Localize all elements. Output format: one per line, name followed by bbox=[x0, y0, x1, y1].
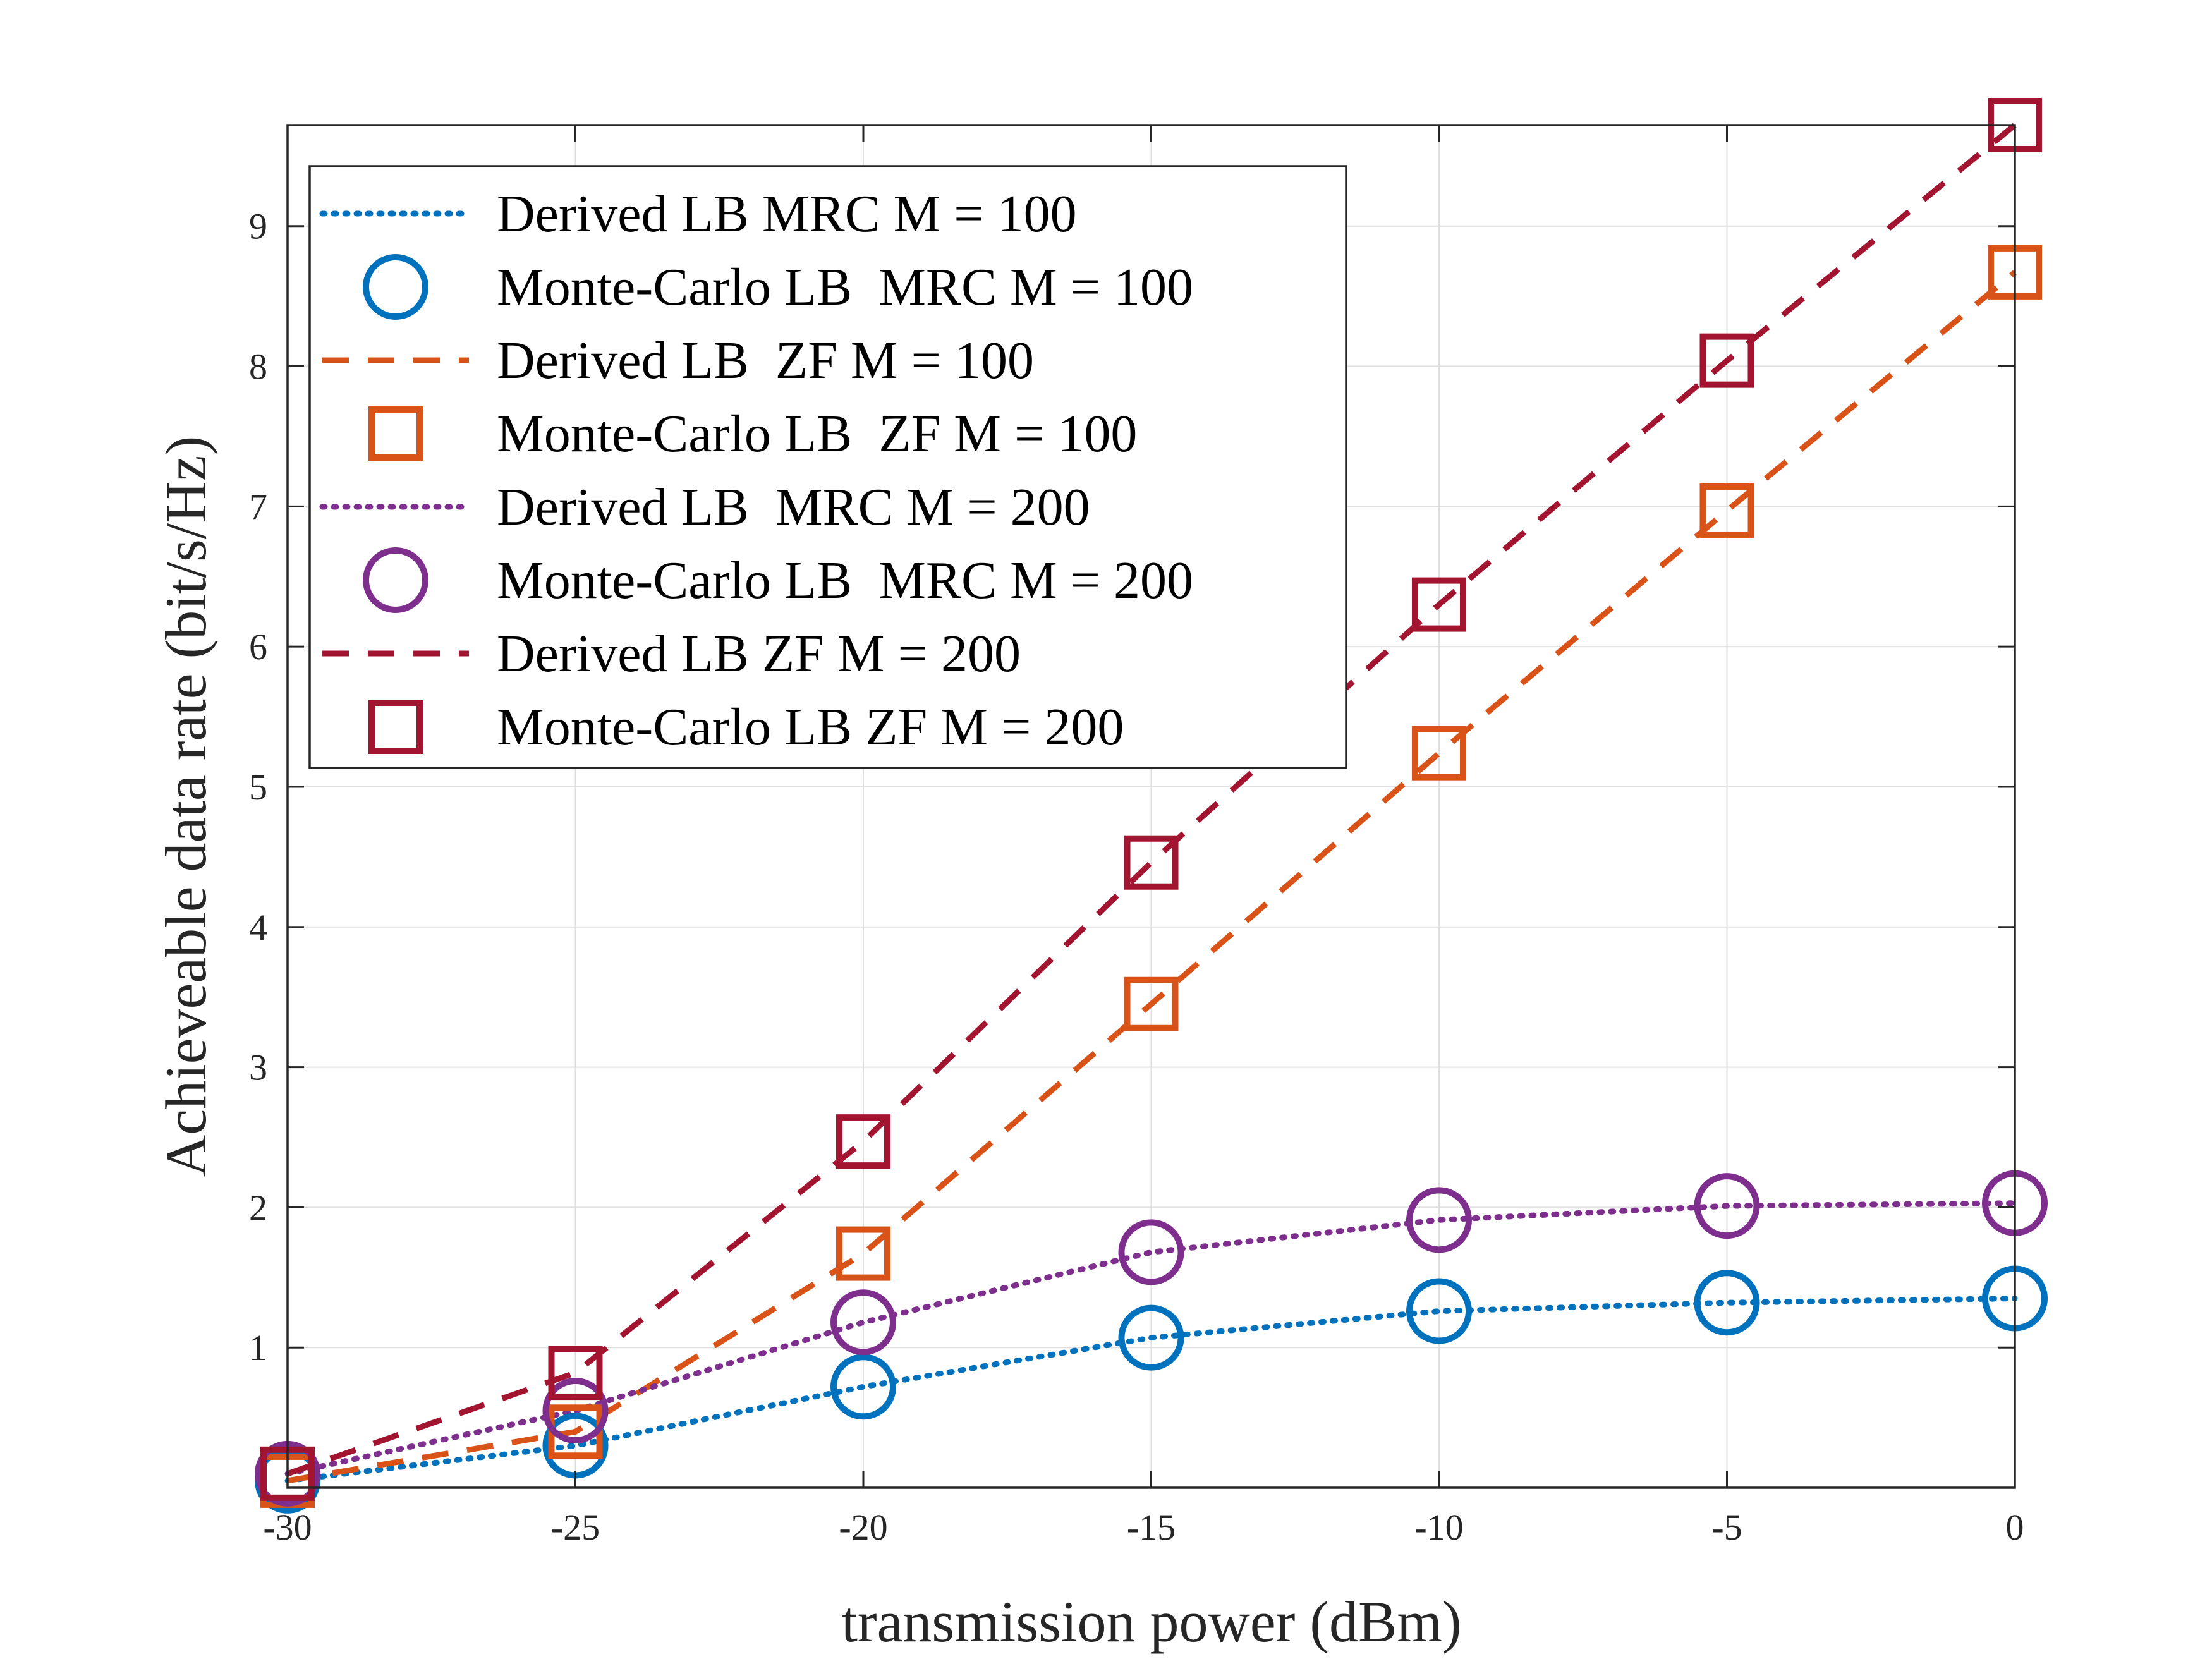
x-tick-label: -30 bbox=[263, 1507, 312, 1548]
marker-monte-carlo-lb-mrc-m-100 bbox=[830, 1354, 896, 1420]
marker-monte-carlo-lb-mrc-m-200 bbox=[1406, 1187, 1472, 1253]
y-tick-label: 6 bbox=[249, 626, 267, 667]
marker-monte-carlo-lb-mrc-m-100 bbox=[1406, 1278, 1472, 1344]
x-axis-label: transmission power (dBm) bbox=[841, 1589, 1461, 1654]
y-tick-label: 5 bbox=[249, 767, 267, 808]
legend-marker-monte-carlo-lb-zf-m-100 bbox=[368, 406, 423, 461]
y-tick-label: 9 bbox=[249, 206, 267, 247]
legend-entries: Derived LB MRC M = 100 Monte-Carlo LB MRC… bbox=[319, 185, 1193, 757]
legend-label: Derived LB ZF M = 200 bbox=[497, 624, 1021, 683]
marker-monte-carlo-lb-zf-m-200 bbox=[836, 1114, 890, 1169]
legend-marker-monte-carlo-lb-zf-m-200 bbox=[368, 700, 423, 754]
y-tick-label: 1 bbox=[249, 1327, 267, 1368]
x-tick-label: -20 bbox=[839, 1507, 887, 1548]
marker-monte-carlo-lb-mrc-m-100 bbox=[1694, 1270, 1760, 1336]
series-line-derived-lb-mrc-m-100 bbox=[284, 1296, 2018, 1484]
legend: Derived LB MRC M = 100 Monte-Carlo LB MRC… bbox=[308, 165, 1347, 769]
legend-label: Monte-Carlo LB MRC M = 100 bbox=[497, 258, 1193, 317]
y-tick-label: 4 bbox=[249, 907, 267, 948]
y-tick-label: 8 bbox=[249, 346, 267, 387]
y-tick-label: 3 bbox=[249, 1047, 267, 1088]
x-tick-label: -5 bbox=[1711, 1507, 1742, 1548]
marker-monte-carlo-lb-mrc-m-200 bbox=[1118, 1219, 1184, 1285]
legend-label: Derived LB MRC M = 100 bbox=[497, 185, 1077, 243]
marker-monte-carlo-lb-zf-m-100 bbox=[1412, 726, 1466, 781]
marker-monte-carlo-lb-zf-m-200 bbox=[1412, 577, 1466, 632]
x-tick-label: 0 bbox=[2006, 1507, 2024, 1548]
marker-monte-carlo-lb-mrc-m-200 bbox=[542, 1378, 609, 1444]
series-line-derived-lb-zf-m-200 bbox=[286, 123, 2017, 1477]
x-tick-label: -10 bbox=[1414, 1507, 1463, 1548]
marker-monte-carlo-lb-zf-m-100 bbox=[1699, 483, 1754, 538]
y-axis-label: Achieveable data rate (bit/s/Hz) bbox=[154, 436, 218, 1177]
legend-label: Monte-Carlo LB MRC M = 200 bbox=[497, 551, 1193, 610]
marker-monte-carlo-lb-mrc-m-200 bbox=[830, 1289, 896, 1356]
x-tick-label: -25 bbox=[551, 1507, 600, 1548]
legend-label: Derived LB ZF M = 100 bbox=[497, 331, 1034, 390]
y-tick-label: 2 bbox=[249, 1187, 267, 1228]
marker-monte-carlo-lb-zf-m-100 bbox=[1124, 976, 1179, 1031]
series-line-derived-lb-zf-m-100 bbox=[287, 270, 2017, 1484]
marker-monte-carlo-lb-zf-m-200 bbox=[548, 1346, 603, 1401]
legend-label: Monte-Carlo LB ZF M = 200 bbox=[497, 698, 1124, 757]
marker-monte-carlo-lb-zf-m-100 bbox=[836, 1226, 890, 1281]
legend-marker-monte-carlo-lb-mrc-m-100 bbox=[363, 254, 428, 320]
legend-box bbox=[308, 165, 1347, 769]
y-tick-label: 7 bbox=[249, 486, 267, 527]
marker-monte-carlo-lb-zf-m-200 bbox=[1124, 835, 1179, 890]
legend-marker-monte-carlo-lb-mrc-m-200 bbox=[363, 547, 428, 613]
legend-label: Monte-Carlo LB ZF M = 100 bbox=[497, 404, 1137, 463]
x-tick-label: -15 bbox=[1127, 1507, 1176, 1548]
legend-label: Derived LB MRC M = 200 bbox=[497, 478, 1090, 537]
marker-monte-carlo-lb-mrc-m-100 bbox=[1118, 1304, 1184, 1371]
marker-monte-carlo-lb-zf-m-200 bbox=[1699, 333, 1754, 388]
marker-monte-carlo-lb-mrc-m-200 bbox=[1694, 1173, 1760, 1239]
axes: -30 -25 -20 -15 -10 -5 0 1 2 3 4 5 6 7 8 9 bbox=[249, 124, 2024, 1548]
